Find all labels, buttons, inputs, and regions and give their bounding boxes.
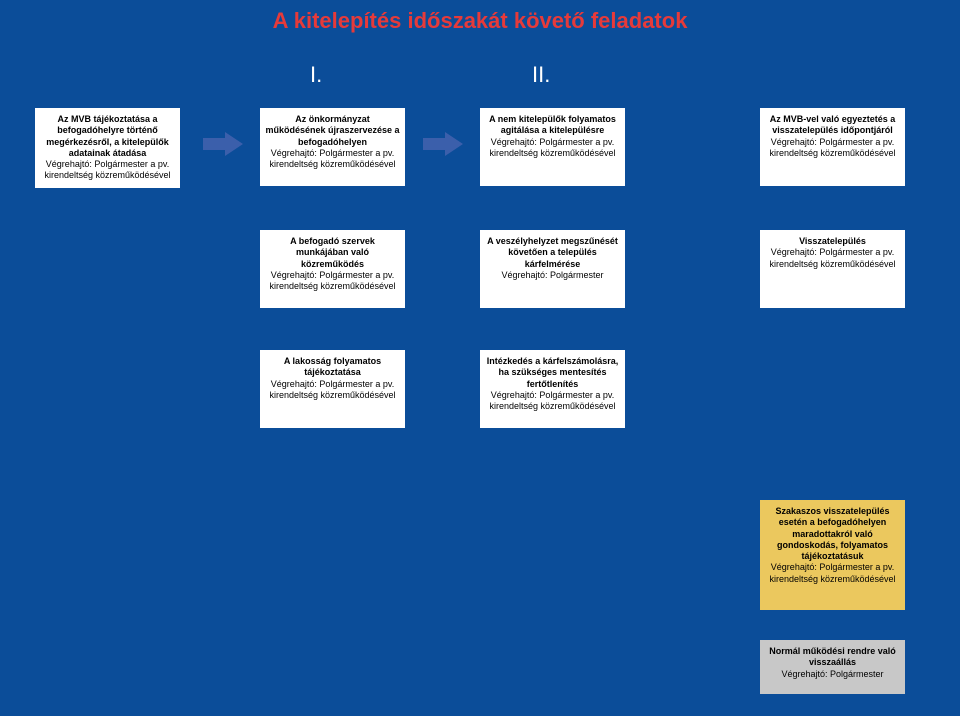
arrow-icon (423, 132, 463, 156)
box-bold: Az MVB-vel való egyeztetés a visszatelep… (765, 114, 900, 137)
box-bold: Szakaszos visszatelepülés esetén a befog… (765, 506, 900, 562)
box-yellow: Szakaszos visszatelepülés esetén a befog… (760, 500, 905, 610)
arrow-icon (203, 132, 243, 156)
box-r2c3: A veszélyhelyzet megszűnését követően a … (480, 230, 625, 308)
box-reg: Végrehajtó: Polgármester a pv. kirendelt… (265, 270, 400, 293)
box-bold: A nem kitelepülők folyamatos agitálása a… (485, 114, 620, 137)
box-r3c2: A lakosság folyamatos tájékoztatása Végr… (260, 350, 405, 428)
box-r1c2: Az önkormányzat működésének újraszervezé… (260, 108, 405, 186)
box-r1c1: Az MVB tájékoztatása a befogadóhelyre tö… (35, 108, 180, 188)
box-gray: Normál működési rendre való visszaállás … (760, 640, 905, 694)
box-reg: Végrehajtó: Polgármester a pv. kirendelt… (265, 148, 400, 171)
box-reg: Végrehajtó: Polgármester (485, 270, 620, 281)
box-r2c2: A befogadó szervek munkájában való közre… (260, 230, 405, 308)
roman-one: I. (310, 62, 322, 88)
box-reg: Végrehajtó: Polgármester a pv. kirendelt… (765, 247, 900, 270)
box-reg: Végrehajtó: Polgármester a pv. kirendelt… (485, 390, 620, 413)
box-reg: Végrehajtó: Polgármester a pv. kirendelt… (40, 159, 175, 182)
box-reg: Végrehajtó: Polgármester a pv. kirendelt… (265, 379, 400, 402)
box-bold: A lakosság folyamatos tájékoztatása (265, 356, 400, 379)
roman-two: II. (532, 62, 550, 88)
box-bold: Az MVB tájékoztatása a befogadóhelyre tö… (40, 114, 175, 159)
box-r2c4: Visszatelepülés Végrehajtó: Polgármester… (760, 230, 905, 308)
box-r1c4: Az MVB-vel való egyeztetés a visszatelep… (760, 108, 905, 186)
page-title: A kitelepítés időszakát követő feladatok (0, 8, 960, 34)
box-bold: Visszatelepülés (765, 236, 900, 247)
box-r1c3: A nem kitelepülők folyamatos agitálása a… (480, 108, 625, 186)
box-r3c3: Intézkedés a kárfelszámolásra, ha szüksé… (480, 350, 625, 428)
box-bold: A befogadó szervek munkájában való közre… (265, 236, 400, 270)
box-bold: A veszélyhelyzet megszűnését követően a … (485, 236, 620, 270)
box-reg: Végrehajtó: Polgármester (765, 669, 900, 680)
box-bold: Intézkedés a kárfelszámolásra, ha szüksé… (485, 356, 620, 390)
box-reg: Végrehajtó: Polgármester a pv. kirendelt… (485, 137, 620, 160)
box-bold: Az önkormányzat működésének újraszervezé… (265, 114, 400, 148)
box-bold: Normál működési rendre való visszaállás (765, 646, 900, 669)
box-reg: Végrehajtó: Polgármester a pv. kirendelt… (765, 137, 900, 160)
box-reg: Végrehajtó: Polgármester a pv. kirendelt… (765, 562, 900, 585)
